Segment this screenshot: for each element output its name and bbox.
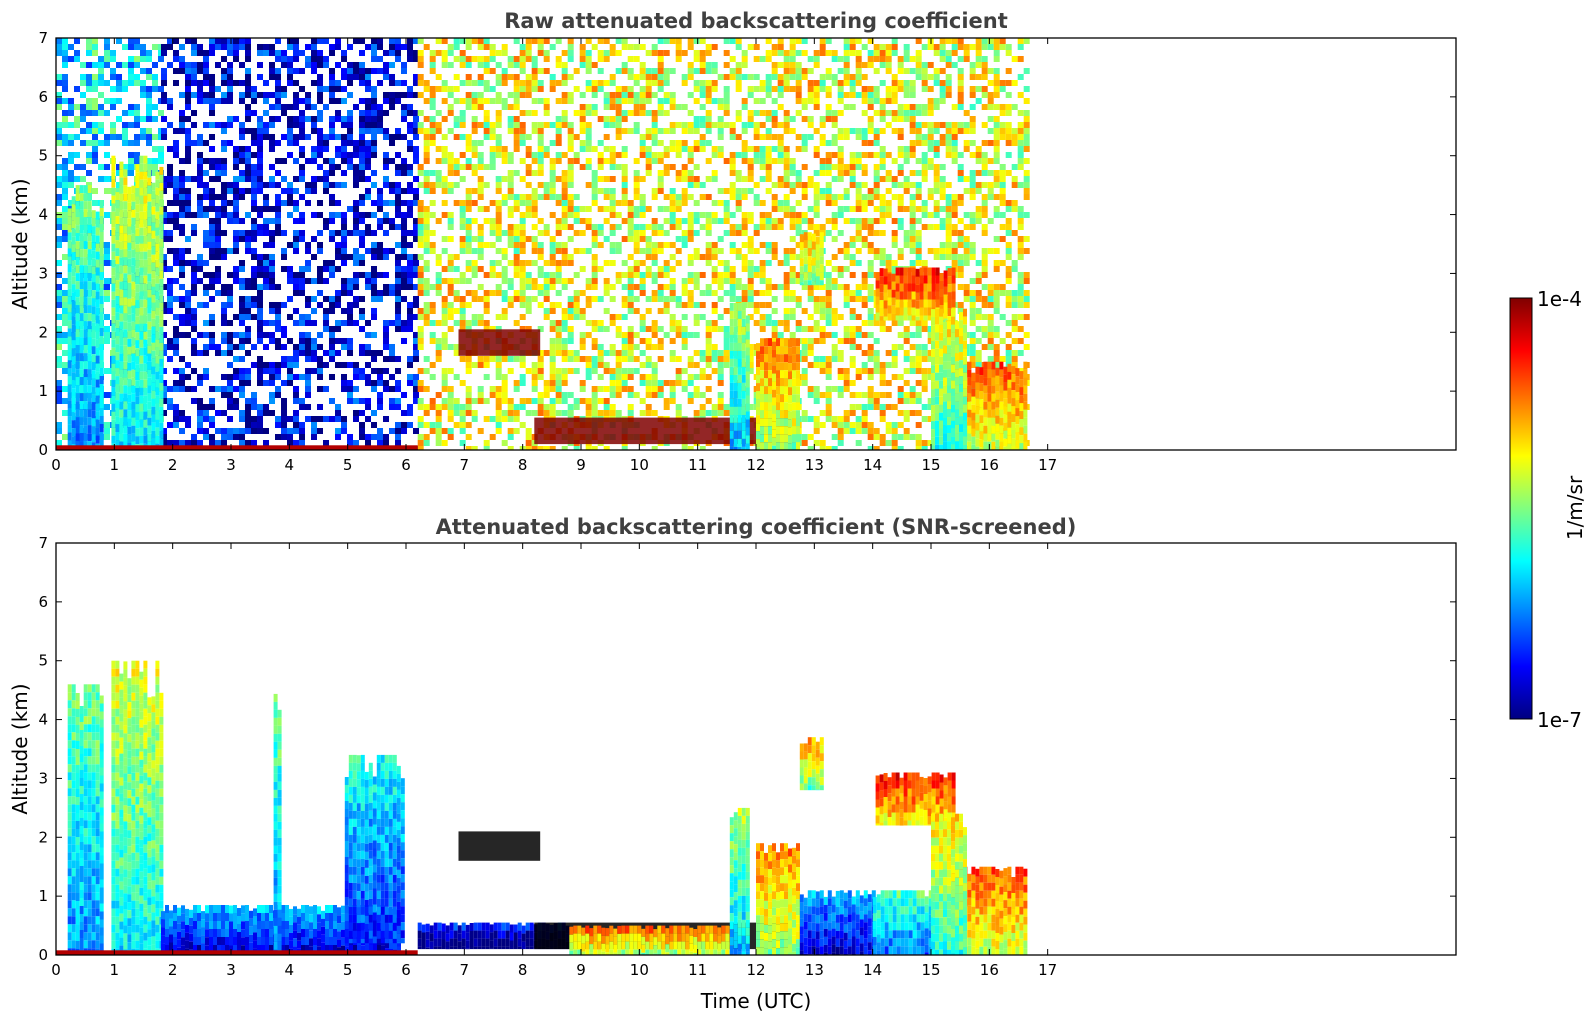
- colorbar: 1e-4 1e-7 1/m/sr: [1509, 287, 1587, 732]
- panel-screened-aerosol-column: [729, 807, 750, 955]
- panel-raw-title: Raw attenuated backscattering coefficien…: [504, 9, 1008, 33]
- panel-raw-x-tick-label: 10: [630, 456, 649, 474]
- panel-screened-y-tick-label: 4: [38, 711, 48, 729]
- panel-screened-y-tick-label: 1: [38, 887, 48, 905]
- panel-raw-x-tick-label: 7: [460, 456, 470, 474]
- panel-screened-title: Attenuated backscattering coefficient (S…: [436, 515, 1077, 539]
- panel-raw-x-tick-label: 5: [343, 456, 353, 474]
- panel-screened-aerosol-column: [875, 772, 956, 826]
- colorbar-min-label: 1e-7: [1537, 708, 1582, 732]
- panel-raw-x-tick-label: 9: [576, 456, 586, 474]
- panel-raw-x-tick-label: 0: [51, 456, 61, 474]
- panel-raw: Raw attenuated backscattering coefficien…: [8, 9, 1457, 474]
- panel-screened-aerosol-column: [872, 890, 933, 955]
- panel-raw-y-tick-label: 3: [38, 264, 48, 282]
- panel-screened-y-tick-label: 7: [38, 534, 48, 552]
- panel-raw-noise-region: [161, 38, 419, 450]
- panel-screened-aerosol-column: [756, 843, 800, 955]
- panel-raw-x-tick-label: 13: [805, 456, 824, 474]
- panel-raw-aerosol-column: [875, 267, 956, 321]
- panel-raw-x-tick-label: 3: [226, 456, 236, 474]
- panel-raw-aerosol-column: [729, 302, 750, 450]
- panel-screened-x-tick-label: 16: [980, 961, 999, 979]
- panel-raw-plot-area: [56, 38, 1030, 450]
- panel-screened-aerosol-column: [799, 737, 824, 791]
- panel-raw-y-tick-label: 0: [38, 441, 48, 459]
- panel-screened-boundary-layer: [56, 950, 418, 955]
- panel-raw-aerosol-column: [756, 338, 800, 450]
- panel-raw-aerosol-column: [67, 185, 104, 450]
- panel-screened-x-tick-label: 8: [518, 961, 528, 979]
- panel-raw-y-label: Altitude (km): [8, 178, 32, 309]
- panel-screened-x-tick-label: 7: [460, 961, 470, 979]
- panel-screened-plot-area: [56, 660, 1028, 955]
- panel-raw-y-tick-label: 7: [38, 29, 48, 47]
- panel-screened: Attenuated backscattering coefficient (S…: [8, 515, 1457, 1013]
- colorbar-max-label: 1e-4: [1537, 287, 1582, 311]
- panel-screened-aerosol-column: [111, 660, 164, 955]
- panel-screened-aerosol-column: [569, 925, 734, 955]
- panel-screened-y-tick-label: 5: [38, 652, 48, 670]
- panel-raw-x-tick-label: 1: [110, 456, 120, 474]
- colorbar-unit-label: 1/m/sr: [1563, 475, 1587, 540]
- panel-raw-boundary-layer: [56, 445, 418, 450]
- panel-raw-y-tick-label: 4: [38, 206, 48, 224]
- panel-screened-x-tick-label: 14: [863, 961, 882, 979]
- panel-screened-x-tick-label: 5: [343, 961, 353, 979]
- panel-raw-x-tick-label: 17: [1038, 456, 1057, 474]
- panel-screened-aerosol-column: [951, 866, 1028, 955]
- panel-raw-x-tick-label: 14: [863, 456, 882, 474]
- panel-raw-cloud-layer: [534, 417, 791, 445]
- panel-screened-y-tick-label: 6: [38, 593, 48, 611]
- panel-screened-x-tick-label: 3: [226, 961, 236, 979]
- panel-raw-y-tick-label: 5: [38, 147, 48, 165]
- panel-screened-x-tick-label: 11: [688, 961, 707, 979]
- panel-screened-y-tick-label: 0: [38, 946, 48, 964]
- panel-raw-x-tick-label: 4: [285, 456, 295, 474]
- panel-raw-x-tick-label: 6: [401, 456, 411, 474]
- panel-screened-aerosol-column: [273, 693, 282, 955]
- panel-screened-x-tick-label: 17: [1038, 961, 1057, 979]
- panel-raw-cloud-layer: [458, 329, 541, 356]
- panel-raw-aerosol-column: [111, 155, 164, 450]
- panel-screened-x-tick-label: 1: [110, 961, 120, 979]
- panel-raw-x-tick-label: 16: [980, 456, 999, 474]
- panel-screened-y-label: Altitude (km): [8, 683, 32, 814]
- panel-raw-y-tick-label: 2: [38, 323, 48, 341]
- panel-screened-x-label: Time (UTC): [700, 989, 812, 1013]
- panel-screened-x-tick-label: 2: [168, 961, 178, 979]
- panel-screened-aerosol-column: [799, 890, 876, 955]
- panel-raw-x-tick-label: 2: [168, 456, 178, 474]
- panel-screened-x-tick-label: 4: [285, 961, 295, 979]
- panel-screened-x-tick-label: 0: [51, 961, 61, 979]
- panel-screened-x-tick-label: 6: [401, 961, 411, 979]
- panel-screened-x-tick-label: 12: [746, 961, 765, 979]
- panel-screened-x-tick-label: 10: [630, 961, 649, 979]
- panel-screened-y-tick-label: 2: [38, 828, 48, 846]
- panel-screened-cloud-layer: [458, 831, 541, 861]
- panel-raw-y-tick-label: 1: [38, 382, 48, 400]
- panel-raw-aerosol-column: [931, 308, 967, 450]
- panel-screened-x-tick-label: 13: [805, 961, 824, 979]
- panel-raw-x-tick-label: 8: [518, 456, 528, 474]
- colorbar-gradient: [1509, 297, 1533, 720]
- panel-screened-aerosol-column: [931, 813, 967, 955]
- panel-screened-x-tick-label: 15: [921, 961, 940, 979]
- panel-raw-aerosol-column: [799, 232, 824, 286]
- panel-screened-aerosol-column: [67, 684, 104, 955]
- panel-raw-x-tick-label: 12: [746, 456, 765, 474]
- panel-screened-x-tick-label: 9: [576, 961, 586, 979]
- panel-raw-y-tick-label: 6: [38, 88, 48, 106]
- panel-raw-x-tick-label: 15: [921, 456, 940, 474]
- panel-screened-y-tick-label: 3: [38, 769, 48, 787]
- panel-raw-x-tick-label: 11: [688, 456, 707, 474]
- panel-screened-aerosol-column: [344, 754, 405, 944]
